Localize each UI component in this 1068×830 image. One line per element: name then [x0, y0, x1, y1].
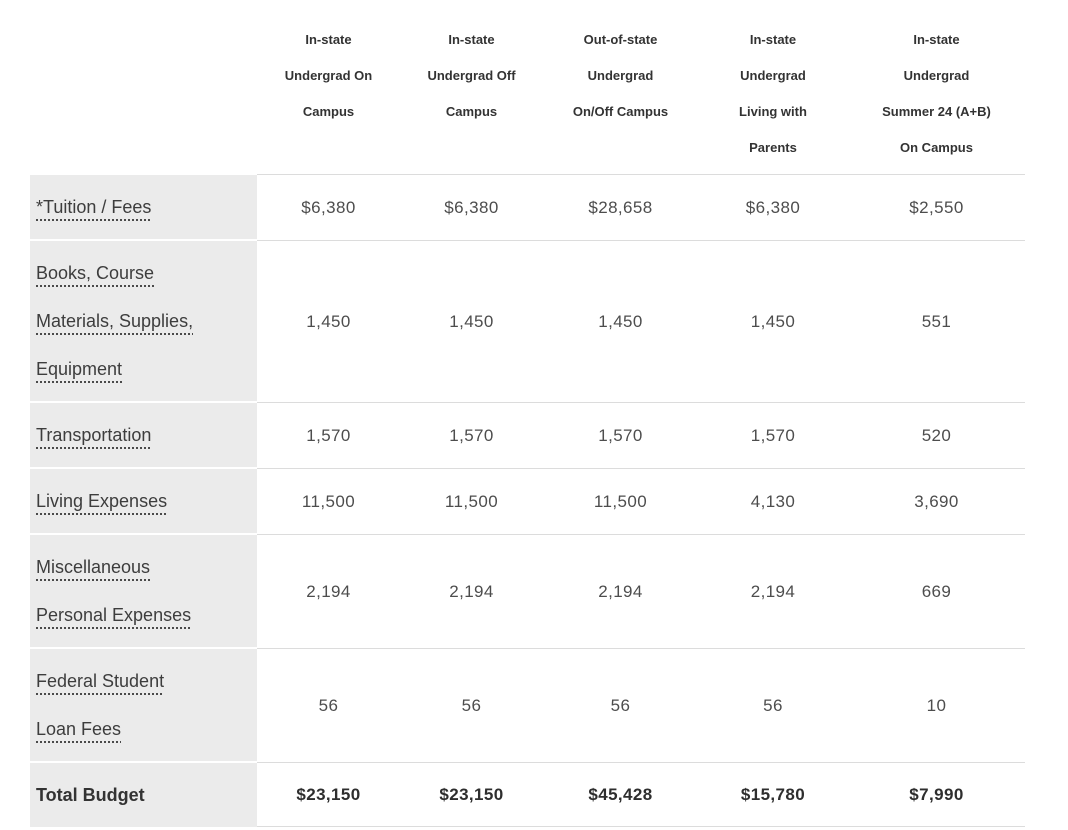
value-cell: 3,690 [848, 469, 1025, 535]
row-label: Living Expenses [30, 469, 257, 535]
value-cell: 2,194 [543, 535, 698, 649]
value-cell: 551 [848, 241, 1025, 403]
value-cell: $2,550 [848, 175, 1025, 241]
value-cell: 1,450 [698, 241, 848, 403]
value-cell: 56 [400, 649, 543, 763]
table-row: Transportation 1,570 1,570 1,570 1,570 520 [30, 403, 1025, 469]
row-label-link[interactable]: *Tuition / Fees [36, 197, 152, 217]
header-row: In-state Undergrad On Campus In-state Underg… [30, 12, 1025, 175]
row-label-link[interactable]: Miscellaneous [36, 557, 151, 577]
value-cell: $7,990 [848, 763, 1025, 827]
column-header: In-state Undergrad On Campus [257, 12, 400, 175]
column-header-line: On Campus [900, 140, 973, 155]
value-cell: 11,500 [400, 469, 543, 535]
column-header-line: On/Off Campus [572, 104, 669, 119]
column-header-line: Undergrad On [284, 68, 373, 83]
column-header-line: Campus [445, 104, 498, 119]
row-label-link[interactable]: Equipment [36, 359, 123, 379]
value-cell: 520 [848, 403, 1025, 469]
column-header: Out-of-state Undergrad On/Off Campus [543, 12, 698, 175]
row-label: Miscellaneous Personal Expenses [30, 535, 257, 649]
column-header-line: Out-of-state [583, 32, 658, 47]
column-header: In-state Undergrad Off Campus [400, 12, 543, 175]
column-header-line: Undergrad [740, 68, 806, 83]
value-cell: 56 [257, 649, 400, 763]
row-label-line: Transportation [36, 411, 243, 459]
row-label: Books, Course Materials, Supplies, Equipme… [30, 241, 257, 403]
column-header-line: In-state [305, 32, 352, 47]
value-cell: 11,500 [543, 469, 698, 535]
column-header-line: Undergrad [587, 68, 654, 83]
value-cell: $6,380 [400, 175, 543, 241]
value-cell: 1,450 [257, 241, 400, 403]
row-label-line: Equipment [36, 345, 243, 393]
row-label-line: Books, Course [36, 249, 243, 297]
value-cell: 4,130 [698, 469, 848, 535]
row-label-link[interactable]: Loan Fees [36, 719, 122, 739]
value-cell: 1,570 [400, 403, 543, 469]
row-label-line: Miscellaneous [36, 543, 243, 591]
row-label-link[interactable]: Transportation [36, 425, 152, 445]
row-label: *Tuition / Fees [30, 175, 257, 241]
table-header: In-state Undergrad On Campus In-state Underg… [30, 12, 1025, 175]
budget-table: In-state Undergrad On Campus In-state Underg… [30, 12, 1025, 827]
row-label-link[interactable]: Federal Student [36, 671, 165, 691]
column-header-line: In-state [749, 32, 797, 47]
value-cell: $23,150 [257, 763, 400, 827]
value-cell: 1,450 [400, 241, 543, 403]
value-cell: 10 [848, 649, 1025, 763]
row-label-link[interactable]: Living Expenses [36, 491, 168, 511]
value-cell: 1,570 [543, 403, 698, 469]
table-body: *Tuition / Fees $6,380 $6,380 $28,658 $6,380… [30, 175, 1025, 827]
row-label-line: *Tuition / Fees [36, 183, 243, 231]
row-label: Transportation [30, 403, 257, 469]
column-header-line: Parents [749, 140, 797, 155]
table-row: Total Budget $23,150 $23,150 $45,428 $15,780… [30, 763, 1025, 827]
row-label-link[interactable]: Personal Expenses [36, 605, 192, 625]
row-label-line: Living Expenses [36, 477, 243, 525]
table-row: Federal Student Loan Fees 56 56 56 56 10 [30, 649, 1025, 763]
value-cell: $23,150 [400, 763, 543, 827]
column-header: In-state Undergrad Summer 24 (A+B) On Campu… [848, 12, 1025, 175]
value-cell: $45,428 [543, 763, 698, 827]
value-cell: 2,194 [257, 535, 400, 649]
table-row: Miscellaneous Personal Expenses 2,194 2,194… [30, 535, 1025, 649]
value-cell: 1,570 [698, 403, 848, 469]
column-header-line: In-state [448, 32, 495, 47]
row-label: Federal Student Loan Fees [30, 649, 257, 763]
corner-cell [30, 12, 257, 175]
column-header-line: Summer 24 (A+B) [882, 104, 991, 119]
value-cell: 1,450 [543, 241, 698, 403]
table-row: Books, Course Materials, Supplies, Equipme… [30, 241, 1025, 403]
column-header: In-state Undergrad Living with Parents [698, 12, 848, 175]
column-header-line: Living with [739, 104, 807, 119]
row-label-line: Materials, Supplies, [36, 297, 243, 345]
value-cell: 2,194 [698, 535, 848, 649]
value-cell: 11,500 [257, 469, 400, 535]
table-row: *Tuition / Fees $6,380 $6,380 $28,658 $6,380… [30, 175, 1025, 241]
value-cell: $6,380 [698, 175, 848, 241]
column-header-line: Undergrad [903, 68, 970, 83]
row-label-text: Total Budget [36, 785, 145, 805]
row-label: Total Budget [30, 763, 257, 827]
row-label-link[interactable]: Books, Course [36, 263, 155, 283]
row-label-line: Total Budget [36, 771, 243, 819]
value-cell: 669 [848, 535, 1025, 649]
row-label-line: Loan Fees [36, 705, 243, 753]
value-cell: 56 [698, 649, 848, 763]
row-label-line: Federal Student [36, 657, 243, 705]
table-row: Living Expenses 11,500 11,500 11,500 4,130 3,… [30, 469, 1025, 535]
row-label-line: Personal Expenses [36, 591, 243, 639]
row-label-link[interactable]: Materials, Supplies, [36, 311, 194, 331]
column-header-line: Campus [302, 104, 355, 119]
value-cell: $28,658 [543, 175, 698, 241]
value-cell: $6,380 [257, 175, 400, 241]
value-cell: 2,194 [400, 535, 543, 649]
value-cell: 1,570 [257, 403, 400, 469]
column-header-line: In-state [913, 32, 960, 47]
column-header-line: Undergrad Off [427, 68, 516, 83]
value-cell: 56 [543, 649, 698, 763]
value-cell: $15,780 [698, 763, 848, 827]
